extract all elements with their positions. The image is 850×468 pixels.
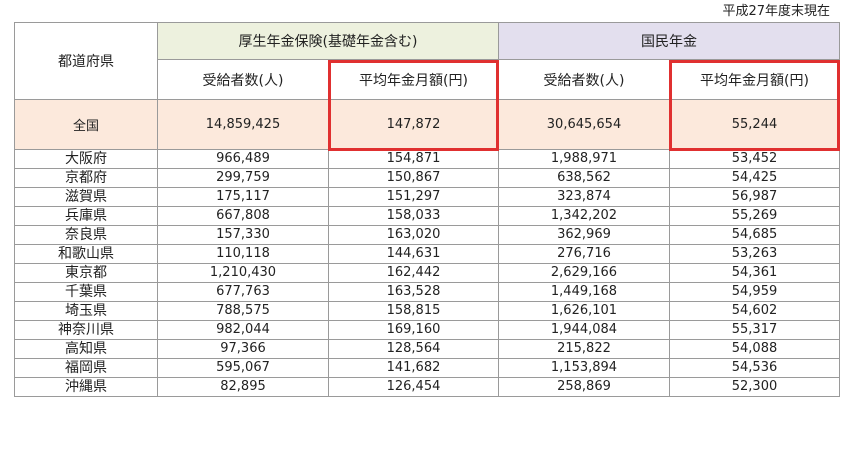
kokumin-avg-cell: 55,269	[669, 206, 840, 226]
kokumin-recipients-cell: 1,342,202	[498, 206, 670, 226]
kosei-avg-cell: 150,867	[328, 168, 499, 188]
prefecture-header: 都道府県	[14, 22, 158, 100]
kosei-avg-cell: 144,631	[328, 244, 499, 264]
total-row: 全国 14,859,425 147,872 30,645,654 55,244	[14, 99, 840, 150]
kosei-avg-cell: 128,564	[328, 339, 499, 359]
table-row: 東京都 1,210,430 162,442 2,629,166 54,361	[14, 263, 840, 283]
table-row: 沖縄県 82,895 126,454 258,869 52,300	[14, 377, 840, 397]
total-kosei-recipients: 14,859,425	[157, 99, 329, 150]
kosei-avg-cell: 158,815	[328, 301, 499, 321]
kosei-recipients-cell: 97,366	[157, 339, 329, 359]
pref-name: 高知県	[14, 339, 158, 359]
kokumin-recipients-header: 受給者数(人)	[498, 59, 670, 100]
total-name: 全国	[14, 99, 158, 150]
kosei-recipients-cell: 110,118	[157, 244, 329, 264]
table-row: 大阪府 966,489 154,871 1,988,971 53,452	[14, 149, 840, 169]
kosei-recipients-cell: 299,759	[157, 168, 329, 188]
pref-name: 神奈川県	[14, 320, 158, 340]
kokumin-avg-header: 平均年金月額(円)	[669, 59, 840, 100]
kosei-recipients-header: 受給者数(人)	[157, 59, 329, 100]
kosei-avg-cell: 151,297	[328, 187, 499, 207]
table-row: 神奈川県 982,044 169,160 1,944,084 55,317	[14, 320, 840, 340]
table-row: 滋賀県 175,117 151,297 323,874 56,987	[14, 187, 840, 207]
kosei-avg-cell: 163,528	[328, 282, 499, 302]
kosei-recipients-cell: 667,808	[157, 206, 329, 226]
kosei-recipients-cell: 82,895	[157, 377, 329, 397]
pref-name: 大阪府	[14, 149, 158, 169]
kokumin-recipients-cell: 362,969	[498, 225, 670, 245]
kokumin-avg-cell: 54,959	[669, 282, 840, 302]
kosei-avg-header: 平均年金月額(円)	[328, 59, 499, 100]
kosei-avg-cell: 162,442	[328, 263, 499, 283]
kosei-recipients-cell: 157,330	[157, 225, 329, 245]
kokumin-recipients-cell: 1,449,168	[498, 282, 670, 302]
kosei-avg-cell: 126,454	[328, 377, 499, 397]
kosei-recipients-cell: 595,067	[157, 358, 329, 378]
pref-name: 和歌山県	[14, 244, 158, 264]
table-row: 福岡県 595,067 141,682 1,153,894 54,536	[14, 358, 840, 378]
table-row: 兵庫県 667,808 158,033 1,342,202 55,269	[14, 206, 840, 226]
kokumin-recipients-cell: 276,716	[498, 244, 670, 264]
kosei-recipients-cell: 788,575	[157, 301, 329, 321]
kokumin-avg-cell: 54,536	[669, 358, 840, 378]
pref-name: 東京都	[14, 263, 158, 283]
table-row: 千葉県 677,763 163,528 1,449,168 54,959	[14, 282, 840, 302]
kosei-avg-cell: 163,020	[328, 225, 499, 245]
kokumin-group-header: 国民年金	[498, 22, 840, 60]
kosei-avg-cell: 158,033	[328, 206, 499, 226]
pref-name: 兵庫県	[14, 206, 158, 226]
kokumin-avg-cell: 56,987	[669, 187, 840, 207]
kosei-group-header: 厚生年金保険(基礎年金含む)	[157, 22, 499, 60]
kokumin-recipients-cell: 1,626,101	[498, 301, 670, 321]
kokumin-recipients-cell: 1,153,894	[498, 358, 670, 378]
kokumin-avg-cell: 55,317	[669, 320, 840, 340]
pref-name: 滋賀県	[14, 187, 158, 207]
total-kosei-avg: 147,872	[328, 99, 499, 150]
table-row: 高知県 97,366 128,564 215,822 54,088	[14, 339, 840, 359]
kokumin-recipients-cell: 1,988,971	[498, 149, 670, 169]
pref-name: 福岡県	[14, 358, 158, 378]
kosei-recipients-cell: 982,044	[157, 320, 329, 340]
kokumin-avg-cell: 54,361	[669, 263, 840, 283]
pref-name: 千葉県	[14, 282, 158, 302]
kosei-avg-cell: 169,160	[328, 320, 499, 340]
table-row: 奈良県 157,330 163,020 362,969 54,685	[14, 225, 840, 245]
kokumin-avg-cell: 53,263	[669, 244, 840, 264]
kokumin-recipients-cell: 323,874	[498, 187, 670, 207]
kosei-avg-cell: 154,871	[328, 149, 499, 169]
kokumin-avg-cell: 53,452	[669, 149, 840, 169]
pref-name: 沖縄県	[14, 377, 158, 397]
pension-table: 都道府県 厚生年金保険(基礎年金含む) 国民年金 受給者数(人) 平均年金月額(…	[14, 22, 840, 397]
total-kokumin-avg: 55,244	[669, 99, 840, 150]
kosei-recipients-cell: 1,210,430	[157, 263, 329, 283]
pref-name: 埼玉県	[14, 301, 158, 321]
kokumin-avg-cell: 52,300	[669, 377, 840, 397]
kokumin-recipients-cell: 2,629,166	[498, 263, 670, 283]
table-row: 埼玉県 788,575 158,815 1,626,101 54,602	[14, 301, 840, 321]
table-row: 京都府 299,759 150,867 638,562 54,425	[14, 168, 840, 188]
kosei-recipients-cell: 175,117	[157, 187, 329, 207]
kokumin-avg-cell: 54,685	[669, 225, 840, 245]
as-of-note: 平成27年度末現在	[722, 4, 830, 19]
kokumin-recipients-cell: 638,562	[498, 168, 670, 188]
pref-name: 奈良県	[14, 225, 158, 245]
kosei-avg-cell: 141,682	[328, 358, 499, 378]
total-kokumin-recipients: 30,645,654	[498, 99, 670, 150]
kokumin-recipients-cell: 215,822	[498, 339, 670, 359]
kokumin-recipients-cell: 258,869	[498, 377, 670, 397]
table-row: 和歌山県 110,118 144,631 276,716 53,263	[14, 244, 840, 264]
kokumin-avg-cell: 54,088	[669, 339, 840, 359]
header-row-groups: 都道府県 厚生年金保険(基礎年金含む) 国民年金	[14, 22, 840, 100]
kosei-recipients-cell: 677,763	[157, 282, 329, 302]
kokumin-avg-cell: 54,425	[669, 168, 840, 188]
kosei-recipients-cell: 966,489	[157, 149, 329, 169]
kokumin-avg-cell: 54,602	[669, 301, 840, 321]
pref-name: 京都府	[14, 168, 158, 188]
kokumin-recipients-cell: 1,944,084	[498, 320, 670, 340]
